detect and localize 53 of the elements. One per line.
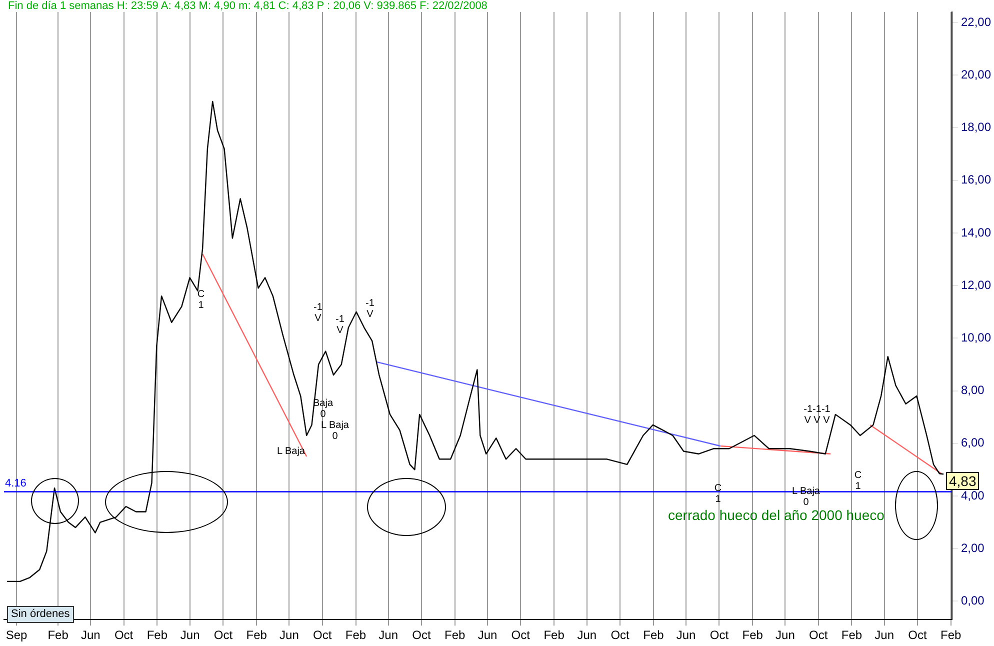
annotation: L Baja 0 xyxy=(321,420,349,442)
x-tick-label: Jun xyxy=(180,628,200,642)
y-tick-label: 10,00 xyxy=(960,330,992,344)
x-tick-label: Jun xyxy=(874,628,894,642)
chart-title: Fin de día 1 semanas H: 23:59 A: 4,83 M: 4,90 m: 4,81 C: 4,83 P : 20,06 V: 939.865 F: 22/02/2008 xyxy=(8,0,488,12)
annotation: -1 V xyxy=(366,298,374,320)
y-tick-label: 6,00 xyxy=(960,436,985,450)
y-tick-label: 2,00 xyxy=(960,540,985,555)
x-tick-label: Feb xyxy=(146,628,168,642)
x-tick-label: Jun xyxy=(378,628,398,642)
y-tick-label: 18,00 xyxy=(960,120,992,134)
x-tick-label: Sep xyxy=(6,628,28,642)
x-tick-label: Feb xyxy=(940,628,962,642)
x-tick-label: Oct xyxy=(412,628,432,642)
x-tick-label: Oct xyxy=(908,628,928,642)
y-tick-label: 14,00 xyxy=(960,225,992,240)
y-tick-label: 16,00 xyxy=(960,172,992,187)
x-tick-label: Feb xyxy=(544,628,565,642)
x-tick-label: Feb xyxy=(48,628,69,642)
x-tick-label: Oct xyxy=(710,628,730,642)
annotation: -1 V xyxy=(336,314,344,336)
annotation: C 1 xyxy=(197,289,205,311)
x-tick-label: Feb xyxy=(246,628,268,642)
x-tick-label: Jun xyxy=(80,628,100,642)
annotation: -1 V xyxy=(314,302,322,324)
y-tick-label: 22,00 xyxy=(960,14,992,29)
y-tick-label: 4,00 xyxy=(960,488,985,502)
y-tick-label: 8,00 xyxy=(960,383,985,398)
annotation: Sin órdenes xyxy=(7,606,74,623)
x-tick-label: Oct xyxy=(114,628,134,642)
x-tick-label: Feb xyxy=(444,628,466,642)
x-tick-label: Jun xyxy=(577,628,597,642)
ref-line-label: 4.16 xyxy=(5,477,26,490)
y-tick-label: 12,00 xyxy=(960,278,992,292)
x-tick-label: Jun xyxy=(280,628,299,642)
annotation: 4,83 xyxy=(946,472,980,490)
x-tick-label: Jun xyxy=(776,628,795,642)
x-tick-label: Feb xyxy=(742,628,764,642)
annotation: cerrado hueco del año 2000 hueco xyxy=(668,507,884,523)
x-tick-label: Oct xyxy=(511,628,531,642)
annotation: -1-1-1 V V V xyxy=(804,404,830,426)
x-tick-label: Oct xyxy=(214,628,234,642)
x-tick-label: Oct xyxy=(610,628,630,642)
x-tick-label: Oct xyxy=(313,628,332,642)
y-tick-label: 20,00 xyxy=(960,67,992,82)
x-tick-label: Oct xyxy=(808,628,828,642)
x-tick-label: Jun xyxy=(478,628,498,642)
x-tick-label: Jun xyxy=(676,628,696,642)
y-tick-label: 0,00 xyxy=(960,594,985,608)
annotation: C 1 xyxy=(854,470,862,492)
x-tick-label: Feb xyxy=(345,628,366,642)
x-tick-label: Feb xyxy=(643,628,664,642)
x-tick-label: Feb xyxy=(841,628,862,642)
